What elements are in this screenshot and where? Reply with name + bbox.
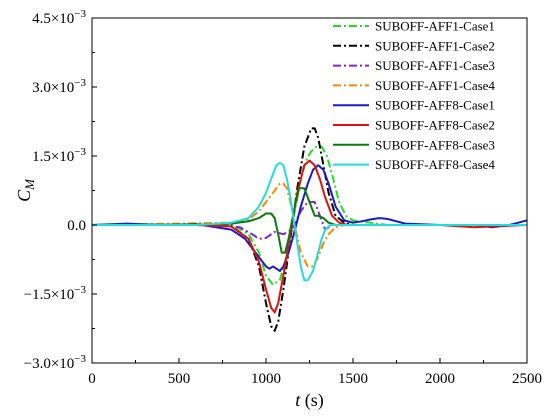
y-tick-label: 0.0 [67, 218, 86, 234]
x-axis-title: t (s) [295, 390, 324, 411]
legend-label: SUBOFF-AFF8-Case1 [375, 98, 495, 113]
legend-label: SUBOFF-AFF8-Case2 [375, 118, 495, 133]
legend-label: SUBOFF-AFF8-Case3 [375, 137, 495, 152]
x-tick-label: 0 [88, 371, 96, 387]
legend-label: SUBOFF-AFF1-Case2 [375, 38, 495, 53]
y-tick-label: −3.0×10−3 [24, 353, 87, 372]
legend: SUBOFF-AFF1-Case1 SUBOFF-AFF1-Case2 SUBOFF… [333, 19, 495, 172]
y-tick-label: 4.5×10−3 [32, 8, 86, 27]
series-line-7 [92, 187, 527, 254]
y-tick-label: 1.5×10−3 [32, 146, 86, 165]
y-tick-label: −1.5×10−3 [24, 284, 87, 303]
y-tick-label: 3.0×10−3 [32, 77, 86, 96]
legend-label: SUBOFF-AFF1-Case4 [375, 78, 495, 93]
legend-label: SUBOFF-AFF1-Case1 [375, 19, 495, 34]
legend-label: SUBOFF-AFF1-Case3 [375, 58, 495, 73]
x-tick-label: 2500 [512, 371, 542, 387]
x-tick-label: 1000 [251, 371, 281, 387]
series-layer [92, 127, 527, 332]
ticks-layer: 0 500 1000 1500 2000 2500 −3.0×10−3 −1.5×10−3 0.… [24, 8, 542, 387]
y-axis-title: CM [14, 178, 37, 202]
x-tick-label: 1500 [338, 371, 368, 387]
legend-label: SUBOFF-AFF8-Case4 [375, 157, 495, 172]
x-tick-label: 500 [168, 371, 191, 387]
series-line-8 [92, 161, 527, 282]
series-line-2 [92, 127, 527, 332]
x-tick-label: 2000 [425, 371, 455, 387]
